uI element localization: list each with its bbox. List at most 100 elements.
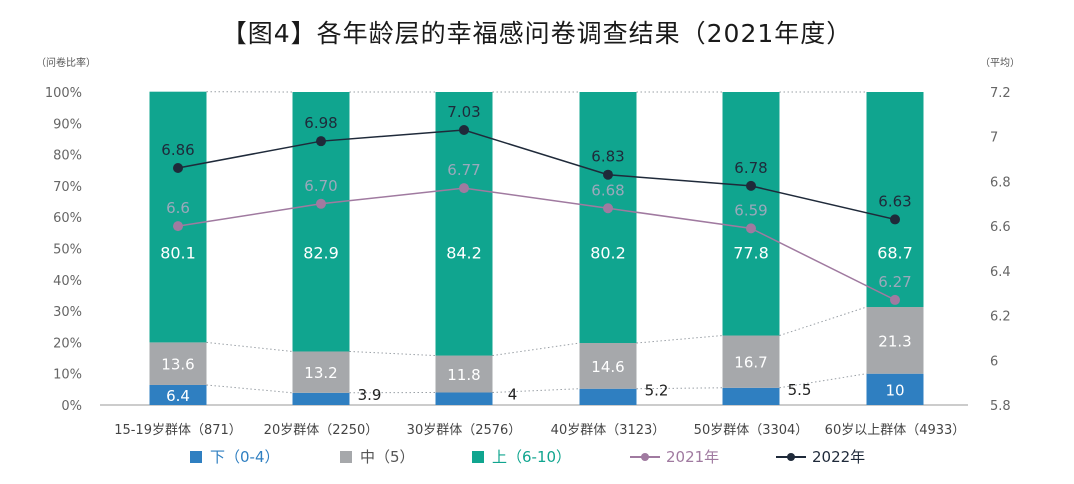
y-left-tick-label: 60% [53, 211, 82, 226]
bar-connector-line [349, 350, 436, 357]
legend-label-2022: 2022年 [812, 448, 866, 466]
y-right-tick-label: 6 [990, 354, 998, 369]
point-2021 [746, 223, 756, 234]
y-left-tick-label: 10% [53, 368, 82, 383]
x-tick-label: 60岁以上群体（4933） [825, 423, 966, 438]
bar-value-label: 5.5 [788, 381, 812, 399]
legend-item-high: 上（6-10） [472, 446, 571, 467]
point-label-2021: 6.70 [304, 177, 337, 195]
point-2021 [890, 294, 900, 305]
legend-swatch-high [472, 450, 484, 463]
bar-connector-line [206, 384, 293, 394]
y-left-tick-label: 0% [61, 399, 82, 414]
bar-segment [579, 388, 637, 405]
point-label-2022: 6.86 [161, 141, 194, 159]
bar-value-label: 80.2 [590, 244, 626, 263]
x-tick-label: 20岁群体（2250） [264, 423, 379, 438]
point-label-2021: 6.59 [734, 201, 767, 219]
bar-value-label: 68.7 [877, 244, 913, 263]
bar-connector-line [492, 388, 580, 393]
point-label-2022: 7.03 [447, 103, 480, 121]
legend-item-mid: 中（5） [340, 446, 415, 467]
bar-value-label: 14.6 [591, 358, 624, 376]
bar-connector-line [206, 341, 293, 352]
x-tick-label: 15-19岁群体（871） [114, 423, 242, 438]
legend-label-2021: 2021年 [666, 448, 720, 466]
bar-value-label: 6.4 [166, 387, 190, 405]
bar-value-label: 5.2 [645, 382, 669, 400]
bar-segment [292, 351, 350, 393]
point-2022 [603, 169, 613, 180]
bar-segment [292, 92, 350, 352]
bar-connector-line [779, 306, 867, 336]
bar-segment [579, 92, 637, 344]
bar-value-label: 82.9 [303, 244, 339, 263]
bar-segment [579, 343, 637, 389]
point-label-2022: 6.78 [734, 159, 767, 177]
y-right-tick-label: 7.2 [990, 86, 1011, 101]
bar-segment [292, 392, 350, 405]
bar-value-label: 16.7 [734, 354, 767, 372]
y-right-unit: （平均） [980, 57, 1020, 69]
legend-swatch-mid [340, 450, 352, 463]
bar-segment [866, 373, 924, 405]
legend-swatch-low [190, 450, 202, 463]
point-label-2022: 6.83 [591, 148, 624, 166]
legend-label-high: 上（6-10） [492, 448, 572, 466]
point-2022 [173, 163, 183, 174]
y-left-tick-label: 70% [53, 180, 82, 195]
y-right-tick-label: 7 [990, 131, 998, 146]
chart-title: 【图4】各年龄层的幸福感问卷调查结果（2021年度） [221, 19, 853, 48]
bar-value-label: 77.8 [733, 244, 769, 263]
point-label-2021: 6.68 [591, 181, 624, 199]
legend-line-2022 [776, 451, 806, 463]
bar-value-label: 11.8 [447, 366, 480, 384]
y-left-tick-label: 80% [53, 149, 82, 164]
bar-segment [435, 355, 493, 393]
bar-value-label: 3.9 [358, 386, 382, 404]
point-2021 [316, 198, 326, 209]
bar-segment [866, 92, 924, 308]
bar-value-label: 80.1 [160, 244, 196, 263]
bar-segment [435, 392, 493, 405]
bar-segment [722, 335, 780, 388]
legend-label-low: 下（0-4） [210, 448, 280, 466]
y-left-tick-label: 20% [53, 336, 82, 351]
chart-area: （问卷比率） （平均） 100% 90% 80% 70% 60% 50% 4 0% 30% 20% 10… [36, 56, 1020, 438]
bar-segment [149, 342, 207, 385]
legend-item-low: 下（0-4） [190, 446, 280, 467]
bar-value-label: 4 [508, 385, 518, 403]
legend-label-mid: 中（5） [360, 448, 415, 466]
x-tick-label: 50岁群体（3304） [694, 423, 809, 438]
y-left-tick-label: 90% [53, 117, 82, 132]
point-label-2022: 6.63 [878, 192, 911, 210]
y-left-tick-label: 30% [53, 305, 82, 320]
y-left-tick-label: 50% [53, 243, 82, 258]
bar-segment [866, 307, 924, 374]
bar-value-label: 13.6 [161, 356, 194, 374]
bar-segment [149, 91, 207, 343]
x-tick-label: 30岁群体（2576） [407, 423, 522, 438]
y-right-tick-label: 6.8 [990, 175, 1011, 190]
x-tick-label: 40岁群体（3123） [551, 423, 666, 438]
point-2022 [459, 125, 469, 136]
point-label-2022: 6.98 [304, 114, 337, 132]
point-2022 [890, 214, 900, 225]
bar-segment [722, 92, 780, 336]
bar-value-label: 10 [885, 381, 904, 399]
y-left-unit: （问卷比率） [36, 56, 96, 69]
y-right-tick-label: 6.2 [990, 310, 1011, 325]
y-left-tick-label: 100% [45, 86, 82, 101]
point-2022 [316, 136, 326, 147]
point-label-2021: 6.6 [166, 199, 190, 217]
bar-connector-line [636, 335, 723, 344]
bar-segment [722, 387, 780, 405]
bar-connector-line [492, 342, 580, 357]
y-right-tick-label: 5.8 [990, 399, 1011, 414]
point-label-2021: 6.77 [447, 161, 480, 179]
legend-line-2021 [630, 451, 660, 463]
point-2022 [746, 180, 756, 191]
line-2022 [177, 129, 896, 221]
legend-item-2022: 2022年 [776, 446, 865, 467]
point-label-2021: 6.27 [878, 273, 911, 291]
